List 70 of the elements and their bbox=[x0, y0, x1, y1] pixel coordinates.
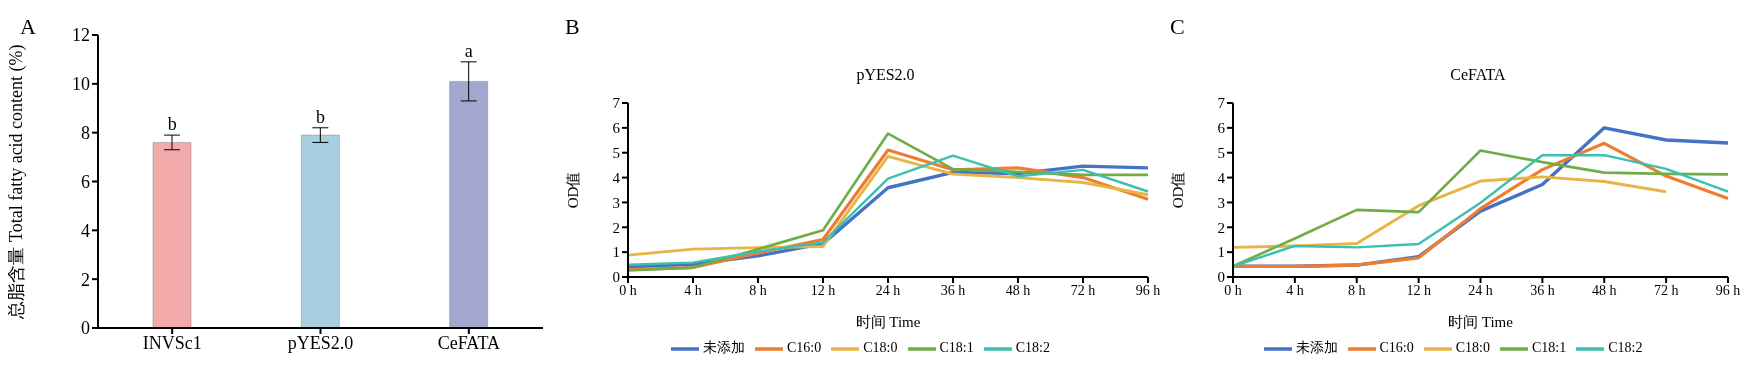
legend-label: C18:0 bbox=[863, 340, 898, 356]
x-tick-label: 0 h bbox=[619, 282, 637, 298]
x-tick-label: pYES2.0 bbox=[287, 332, 354, 353]
y-tick-label: 0 bbox=[612, 269, 620, 286]
y-tick-label: 8 bbox=[81, 123, 90, 144]
legend-label: C16:0 bbox=[787, 340, 822, 356]
y-axis-title: OD值 bbox=[1170, 171, 1187, 209]
x-tick-label: 24 h bbox=[1468, 282, 1493, 298]
y-axis-title: 总脂含量 Total fatty acid content (%) bbox=[6, 44, 28, 320]
legend-label: C18:2 bbox=[1608, 340, 1643, 356]
x-tick-label: CeFATA bbox=[437, 332, 500, 353]
text: C bbox=[1170, 14, 1185, 40]
x-tick-label: 36 h bbox=[1530, 282, 1555, 298]
annotation: b bbox=[316, 106, 325, 127]
legend-label: C16:0 bbox=[1379, 340, 1414, 356]
x-tick-label: 24 h bbox=[875, 282, 901, 298]
annotation: b bbox=[167, 114, 177, 135]
x-tick-label: 48 h bbox=[1592, 282, 1617, 298]
x-tick-label: 12 h bbox=[1406, 282, 1431, 298]
x-tick-label: 8 h bbox=[749, 282, 767, 298]
chart-title: pYES2.0 bbox=[855, 66, 916, 84]
text: B bbox=[565, 14, 580, 40]
y-axis-title: OD值 bbox=[565, 171, 582, 209]
x-tick-label: 4 h bbox=[1286, 282, 1304, 298]
x-tick-label: INVSc1 bbox=[142, 332, 202, 353]
y-tick-label: 1 bbox=[1217, 244, 1225, 261]
x-tick-label: 12 h bbox=[810, 282, 836, 298]
bar bbox=[449, 81, 488, 328]
y-tick-label: 4 bbox=[612, 169, 621, 186]
y-tick-label: 3 bbox=[1217, 194, 1225, 211]
legend-label: 未添加 bbox=[1295, 340, 1338, 356]
y-tick-label: 2 bbox=[1217, 219, 1225, 236]
legend-label: C18:2 bbox=[1015, 340, 1050, 356]
y-tick-label: 2 bbox=[612, 219, 620, 236]
y-tick-label: 3 bbox=[612, 194, 620, 211]
y-tick-label: 6 bbox=[81, 171, 90, 192]
legend-label: C18:1 bbox=[939, 340, 974, 356]
legend-label: C18:0 bbox=[1455, 340, 1490, 356]
y-tick-label: 5 bbox=[1217, 145, 1225, 162]
x-axis-title: 时间 Time bbox=[855, 314, 921, 330]
y-tick-label: 10 bbox=[72, 74, 90, 95]
y-tick-label: 7 bbox=[612, 95, 621, 112]
x-tick-label: 4 h bbox=[684, 282, 702, 298]
x-tick-label: 8 h bbox=[1348, 282, 1366, 298]
y-tick-label: 12 bbox=[72, 25, 90, 46]
x-axis-title: 时间 Time bbox=[1448, 314, 1514, 330]
y-tick-label: 0 bbox=[1217, 269, 1225, 286]
y-tick-label: 0 bbox=[81, 318, 90, 339]
bar bbox=[301, 134, 340, 328]
x-tick-label: 48 h bbox=[1005, 282, 1031, 298]
annotation: a bbox=[464, 40, 473, 61]
y-tick-label: 1 bbox=[612, 244, 620, 261]
y-tick-label: 4 bbox=[81, 220, 90, 241]
bar bbox=[152, 142, 192, 328]
y-tick-label: 6 bbox=[612, 120, 621, 137]
y-tick-label: 2 bbox=[81, 269, 90, 290]
x-tick-label: 72 h bbox=[1070, 282, 1096, 298]
y-tick-label: 7 bbox=[1217, 95, 1226, 112]
legend-label: 未添加 bbox=[703, 340, 746, 356]
text: A bbox=[20, 14, 36, 40]
y-tick-label: 6 bbox=[1217, 120, 1226, 137]
y-tick-label: 5 bbox=[612, 145, 620, 162]
y-tick-label: 4 bbox=[1217, 169, 1226, 186]
x-tick-label: 72 h bbox=[1653, 282, 1679, 298]
x-tick-label: 36 h bbox=[940, 282, 966, 298]
x-tick-label: 0 h bbox=[1224, 282, 1242, 298]
x-tick-label: 96 h bbox=[1135, 282, 1161, 298]
chart-title: CeFATA bbox=[1449, 66, 1507, 84]
x-tick-label: 96 h bbox=[1715, 282, 1741, 298]
legend-label: C18:1 bbox=[1532, 340, 1567, 356]
